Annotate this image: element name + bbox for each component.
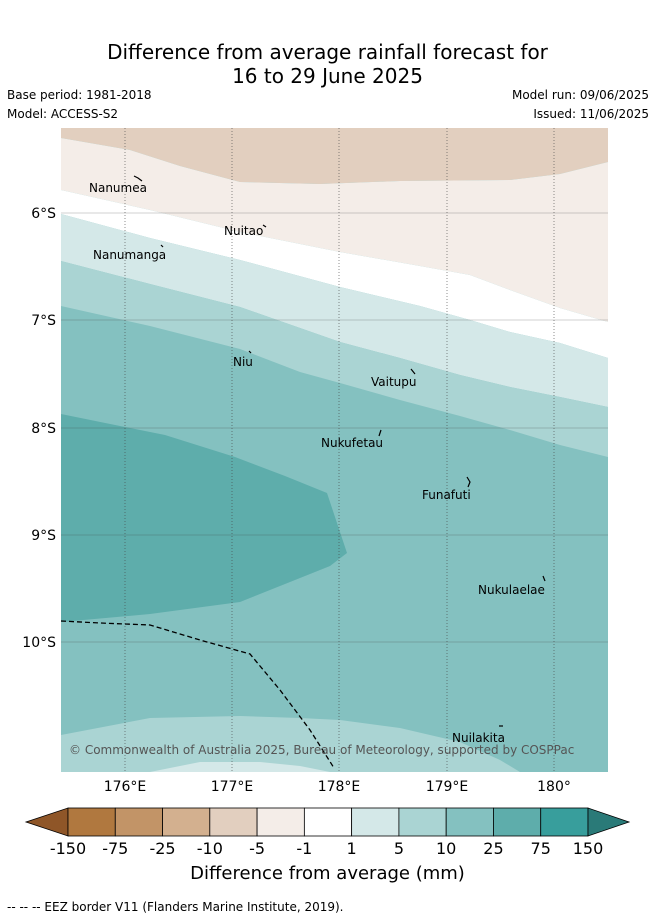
legend-swatch bbox=[540, 807, 589, 837]
island-niu-shape bbox=[248, 350, 252, 354]
lat-tick-7s: 7°S bbox=[31, 313, 56, 329]
legend-tick-label: 5 bbox=[394, 839, 404, 858]
lat-tick-10s: 10°S bbox=[22, 635, 56, 651]
contour-minus1-minus5 bbox=[61, 138, 608, 322]
contour-minus5-minus10 bbox=[61, 128, 608, 184]
island-nukulaelae-shape bbox=[542, 575, 546, 582]
legend-swatch bbox=[162, 807, 211, 837]
contour-minus1-plus1 bbox=[61, 190, 608, 358]
lat-tick-6s: 6°S bbox=[31, 206, 56, 222]
contour-25-75 bbox=[61, 414, 347, 622]
lon-tick-178e: 178°E bbox=[318, 779, 361, 795]
contour-1-5-south bbox=[150, 762, 330, 772]
place-label-niu: Niu bbox=[233, 355, 253, 369]
legend-title: Difference from average (mm) bbox=[190, 863, 465, 884]
contour-1-5 bbox=[61, 214, 608, 407]
lat-tick-9s: 9°S bbox=[31, 528, 56, 544]
lat-tick-8s: 8°S bbox=[31, 421, 56, 437]
island-funafuti-shape bbox=[466, 476, 471, 488]
legend-swatch bbox=[303, 807, 353, 837]
place-label-funafuti: Funafuti bbox=[422, 488, 471, 502]
legend-arrow-low bbox=[24, 807, 69, 837]
island-vaitupu-shape bbox=[410, 368, 416, 375]
legend-tick-label: -75 bbox=[102, 839, 128, 858]
legend-tick-label: -10 bbox=[197, 839, 223, 858]
lon-tick-177e: 177°E bbox=[211, 779, 254, 795]
legend-tick-label: -1 bbox=[296, 839, 312, 858]
place-label-nukulaelae: Nukulaelae bbox=[478, 583, 545, 597]
legend-tick-label: 10 bbox=[436, 839, 456, 858]
legend-colorbar bbox=[24, 807, 631, 837]
place-labels: Nanumea Nuitao Nanumanga Niu Vaitupu Nuk… bbox=[89, 181, 545, 745]
legend-tick-label: 150 bbox=[573, 839, 604, 858]
legend-tick-label: -25 bbox=[149, 839, 175, 858]
legend-swatch bbox=[209, 807, 258, 837]
legend-swatch bbox=[493, 807, 542, 837]
legend-tick-label: 75 bbox=[531, 839, 551, 858]
legend-swatch bbox=[67, 807, 116, 837]
legend-swatch bbox=[256, 807, 305, 837]
model-name: Model: ACCESS-S2 bbox=[7, 107, 119, 121]
legend-swatch bbox=[351, 807, 400, 837]
place-label-nukufetau: Nukufetau bbox=[321, 436, 383, 450]
island-nuitao-shape bbox=[262, 224, 267, 228]
contour-5-10-south bbox=[61, 716, 520, 772]
eez-border bbox=[60, 620, 335, 769]
place-label-vaitupu: Vaitupu bbox=[371, 375, 417, 389]
place-label-nuilakita: Nuilakita bbox=[452, 731, 505, 745]
legend-swatch bbox=[398, 807, 447, 837]
model-run: Model run: 09/06/2025 bbox=[511, 88, 649, 102]
map-title: Difference from average rainfall forecas… bbox=[0, 40, 655, 88]
gridlines bbox=[61, 128, 608, 772]
copyright-notice: © Commonwealth of Australia 2025, Bureau… bbox=[69, 743, 574, 757]
legend-arrow-high bbox=[587, 807, 631, 837]
lon-tick-176e: 176°E bbox=[104, 779, 147, 795]
rainfall-contours bbox=[61, 128, 608, 772]
place-label-nanumea: Nanumea bbox=[89, 181, 147, 195]
island-nanumea-shape bbox=[133, 175, 143, 182]
base-period: Base period: 1981-2018 bbox=[7, 88, 152, 102]
legend-swatch bbox=[114, 807, 163, 837]
legend-tick-label: 1 bbox=[347, 839, 357, 858]
legend-labels: -150 -75 -25 -10 -5 -1 1 5 10 25 75 150 bbox=[50, 839, 603, 858]
legend-swatch bbox=[445, 807, 494, 837]
island-nukufetau-shape bbox=[378, 429, 382, 437]
island-nanumanga-shape bbox=[160, 244, 164, 248]
issued-date: Issued: 11/06/2025 bbox=[533, 107, 649, 121]
lon-tick-180: 180° bbox=[537, 779, 571, 795]
legend-tick-label: -5 bbox=[249, 839, 265, 858]
title-line-2: 16 to 29 June 2025 bbox=[232, 64, 423, 88]
lon-tick-labels: 176°E 177°E 178°E 179°E 180° bbox=[104, 779, 571, 795]
title-line-1: Difference from average rainfall forecas… bbox=[107, 40, 548, 64]
lon-tick-179e: 179°E bbox=[426, 779, 469, 795]
legend-tick-label: -150 bbox=[50, 839, 86, 858]
place-label-nanumanga: Nanumanga bbox=[93, 248, 166, 262]
island-shapes bbox=[133, 175, 546, 727]
lat-tick-labels: 6°S 7°S 8°S 9°S 10°S bbox=[22, 206, 56, 651]
legend-tick-label: 25 bbox=[483, 839, 503, 858]
contour-5-10 bbox=[61, 261, 608, 457]
eez-footnote: -- -- -- EEZ border V11 (Flanders Marine… bbox=[7, 900, 344, 914]
place-label-nuitao: Nuitao bbox=[224, 224, 263, 238]
